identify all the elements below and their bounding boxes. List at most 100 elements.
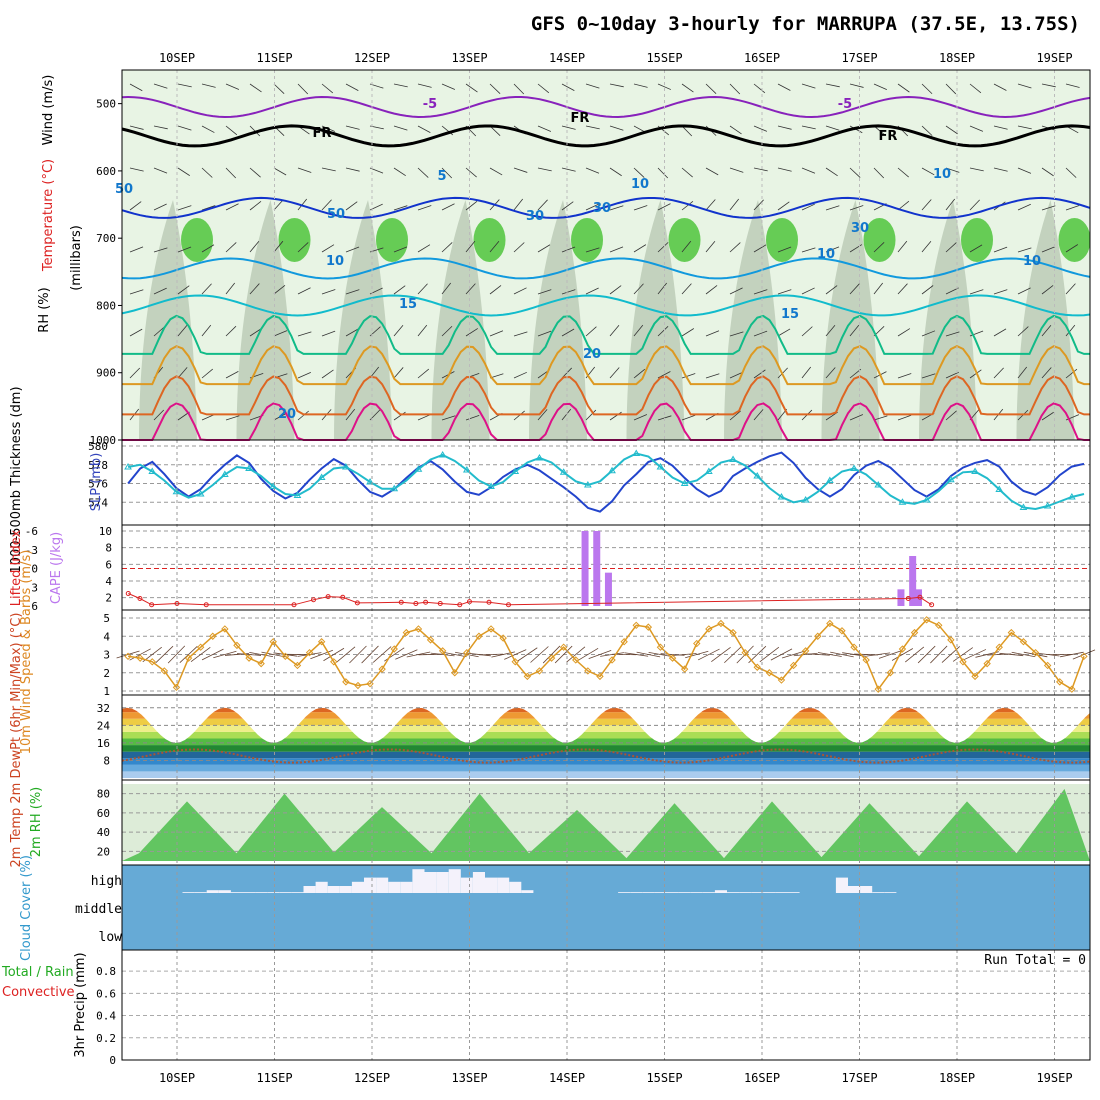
wind-speed-point — [765, 669, 774, 677]
rh-moist-patch — [766, 218, 798, 262]
wind-barb — [993, 328, 1007, 337]
wind-barb-10m — [361, 645, 379, 664]
rh-y-tick: 80 — [97, 788, 110, 801]
wind-barb — [801, 287, 815, 295]
temp-y-tick: 16 — [97, 737, 110, 750]
wind-barb — [657, 242, 669, 253]
rh-area — [122, 788, 1090, 861]
wind-speed-point — [729, 628, 737, 637]
wind-barb — [585, 203, 599, 211]
wind-barb — [777, 83, 791, 91]
wind-barb — [1065, 205, 1080, 211]
thickness-y-tick: 574 — [88, 496, 108, 509]
wind-barb — [1017, 203, 1031, 211]
wind-barb — [273, 330, 288, 337]
wind-speed-point — [281, 652, 290, 661]
wind-barb — [225, 83, 240, 90]
temp-band — [122, 758, 1090, 765]
isotherm-label: -5 — [423, 97, 437, 112]
wind-y-tick: 3 — [103, 649, 110, 662]
high-cloud-bar — [860, 886, 873, 893]
x-tick-top-label: 16SEP — [744, 51, 780, 65]
wind-barb — [321, 244, 335, 253]
wind-speed-point — [402, 628, 411, 637]
high-cloud-bar — [327, 886, 340, 893]
wind-barb — [1041, 411, 1054, 421]
wind-barb — [297, 242, 309, 253]
wind-barb — [297, 167, 312, 173]
x-axis-top: 10SEP 11SEP 12SEP 13SEP 14SEP 15SEP 16SEP 17SEP… — [159, 51, 1073, 65]
high-cloud-bar — [267, 892, 280, 893]
high-cloud-bar — [485, 877, 498, 893]
slp-point — [220, 470, 229, 477]
wind-barb — [393, 367, 404, 379]
wind-barb — [297, 371, 311, 379]
wind-barb — [633, 324, 644, 337]
millibars-axis-label: (millibars) — [69, 225, 84, 291]
wind-speed-point — [487, 625, 495, 633]
wind-barb — [561, 408, 572, 421]
high-cloud-bar — [182, 892, 195, 893]
isotherm-label: 15 — [781, 307, 799, 322]
wind-barb — [177, 83, 192, 88]
temp-y-tick: 32 — [97, 702, 110, 715]
cloud-panel: high middle low Cloud Cover (%) — [19, 855, 1090, 961]
wind-speed-point — [705, 625, 713, 633]
wind-y-tick: 5 — [103, 612, 110, 625]
wind-barb — [129, 83, 143, 92]
wind-speed-point — [850, 643, 858, 651]
wind-barb — [393, 285, 406, 295]
slp-point — [656, 463, 665, 470]
wind-speed-point — [451, 669, 459, 677]
temp-band — [122, 764, 1090, 772]
wind-barb — [633, 205, 648, 211]
wind-barb — [129, 201, 142, 211]
wind-barb — [273, 83, 285, 94]
temp-band — [122, 712, 1090, 719]
wind-barb — [681, 328, 695, 337]
isotherm-label: 50 — [327, 207, 345, 222]
wind-barb — [1065, 324, 1076, 337]
wind-barb — [153, 83, 168, 89]
wind-speed-point — [572, 656, 580, 664]
wind-speed-point — [741, 648, 749, 657]
wind-speed-point — [814, 632, 822, 640]
temperature-axis-label: Temperature (°C) — [41, 159, 56, 272]
high-cloud-bar — [727, 892, 740, 893]
wind-barb — [249, 201, 262, 211]
wind-barb — [345, 167, 360, 172]
wind-y-tick: 1 — [103, 685, 110, 698]
upper-y-tick: 600 — [96, 165, 116, 178]
wind-barb — [465, 200, 478, 211]
x-tick-top-label: 11SEP — [256, 51, 292, 65]
x-tick-top-label: 14SEP — [549, 51, 585, 65]
slp-point — [608, 466, 616, 474]
wind-barb — [489, 285, 502, 295]
wind-barb — [705, 285, 718, 295]
wind-barb — [777, 246, 792, 253]
wind-barb — [1017, 83, 1032, 89]
upper-y-tick: 700 — [96, 232, 116, 245]
wind-speed-point — [753, 663, 761, 671]
wind-speed-point — [438, 647, 447, 655]
x-tick-bottom-label: 17SEP — [841, 1071, 877, 1085]
slp-point — [172, 487, 181, 495]
wind-barb — [441, 167, 453, 179]
wind-barb — [441, 282, 452, 295]
wind-barb — [585, 409, 597, 421]
wind-barb — [753, 330, 768, 337]
wind-barb — [1041, 167, 1054, 177]
li-y-tick: 3 — [31, 581, 38, 594]
wind-barb — [177, 167, 190, 176]
wind-barb-10m — [190, 647, 211, 662]
wind-barb — [681, 240, 692, 253]
wind-speed-point — [632, 621, 640, 630]
slp-point — [269, 482, 278, 489]
wind-barb-10m — [1011, 651, 1036, 658]
wind-speed-point — [547, 654, 556, 662]
wind-barb — [849, 414, 864, 421]
panel-frames — [121, 69, 1091, 1061]
wind-barb-10m — [213, 650, 237, 659]
high-cloud-bar — [194, 892, 207, 893]
wind-barb — [921, 285, 934, 295]
